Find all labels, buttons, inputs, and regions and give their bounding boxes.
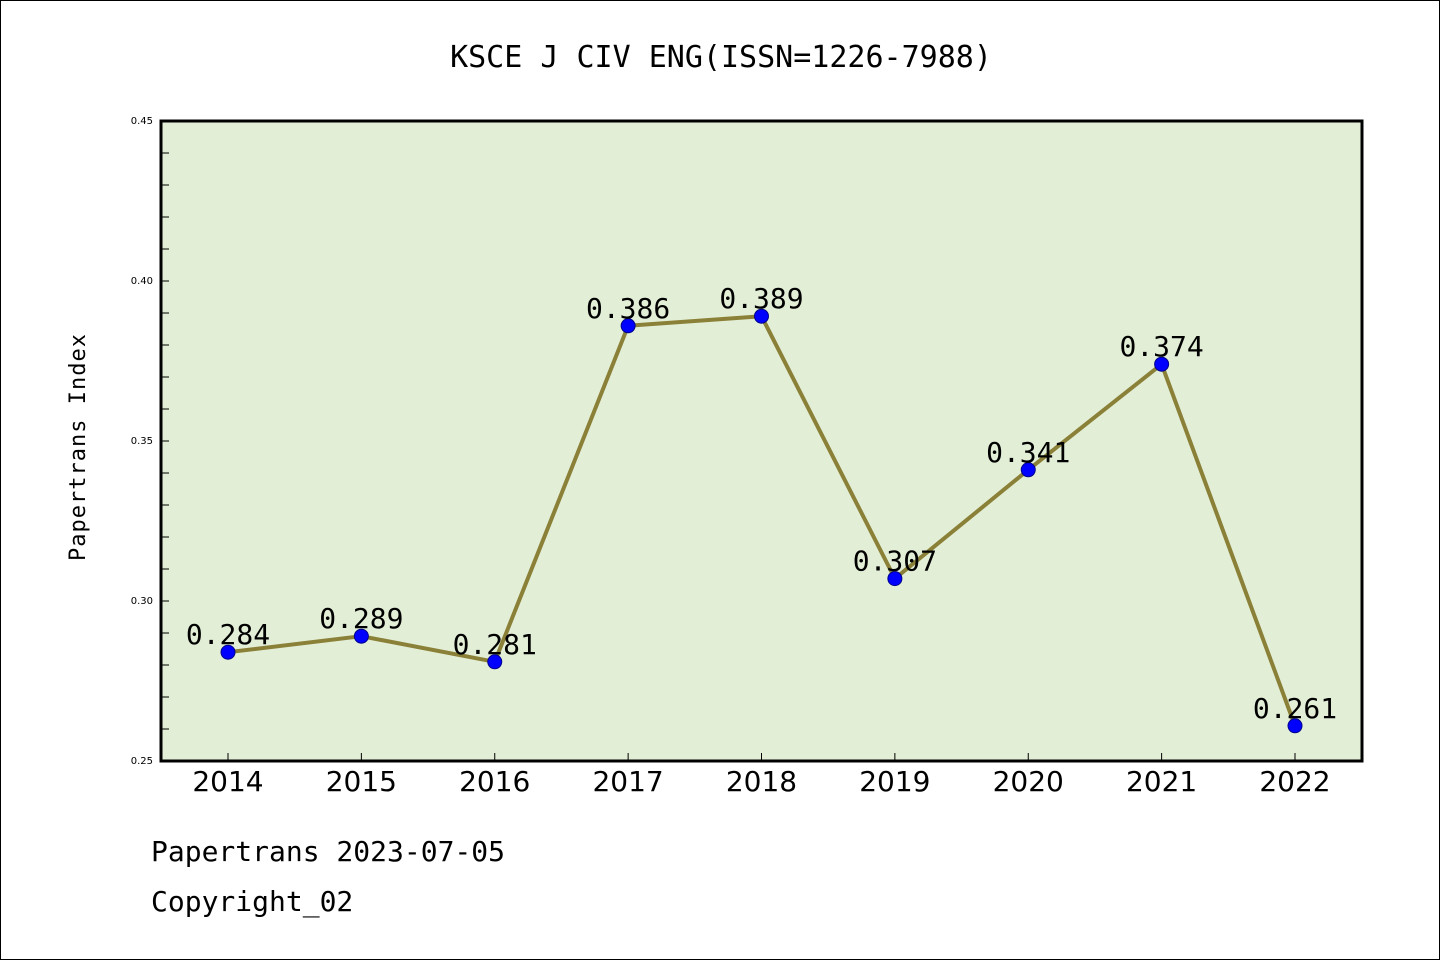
x-tick-label: 2021 (1126, 765, 1197, 798)
data-point (754, 308, 769, 324)
x-tick-label: 2020 (993, 765, 1064, 798)
source-date-text: Papertrans 2023-07-05 (151, 835, 506, 868)
data-point (620, 318, 636, 334)
data-point (887, 571, 903, 587)
data-point (1154, 356, 1170, 372)
x-tick-label: 2014 (192, 765, 263, 798)
data-label: 0.289 (319, 602, 403, 635)
y-tick-label: 0.30 (131, 596, 153, 607)
y-axis-title: Papertrans Index (66, 333, 91, 561)
data-labels: 0.284 0.289 0.281 0.386 0.389 0.307 0.341 0.374… (186, 282, 1337, 725)
y-axis: 0.25 0.30 0.35 0.40 0.45 (131, 116, 169, 767)
copyright-text: Copyright_02 (151, 885, 354, 918)
y-tick-label: 0.35 (131, 436, 153, 447)
data-label: 0.284 (186, 618, 270, 651)
data-label: 0.341 (986, 436, 1070, 469)
x-tick-label: 2016 (459, 765, 530, 798)
y-tick-label: 0.40 (131, 276, 153, 287)
data-point (220, 644, 236, 660)
data-label: 0.261 (1253, 692, 1337, 725)
x-tick-label: 2019 (859, 765, 930, 798)
data-point (487, 654, 503, 670)
data-point (1287, 718, 1303, 734)
y-tick-label: 0.45 (131, 116, 153, 127)
data-label: 0.281 (453, 628, 537, 661)
x-tick-label: 2018 (726, 765, 797, 798)
data-label: 0.374 (1119, 330, 1203, 363)
plot-area (159, 119, 1364, 763)
data-point (353, 628, 369, 644)
chart-title: KSCE J CIV ENG(ISSN=1226-7988) (450, 40, 992, 75)
x-tick-label: 2017 (592, 765, 663, 798)
data-point (1020, 462, 1036, 478)
x-tick-label: 2022 (1259, 765, 1330, 798)
data-label: 0.386 (586, 292, 670, 325)
data-label: 0.389 (719, 282, 803, 315)
y-tick-label: 0.25 (131, 756, 153, 767)
x-tick-label: 2015 (326, 765, 397, 798)
data-label: 0.307 (853, 545, 937, 578)
x-axis: 2014 2015 2016 2017 2018 2019 2020 2021 2022 (192, 753, 1331, 798)
series-papertrans-index (220, 308, 1303, 734)
